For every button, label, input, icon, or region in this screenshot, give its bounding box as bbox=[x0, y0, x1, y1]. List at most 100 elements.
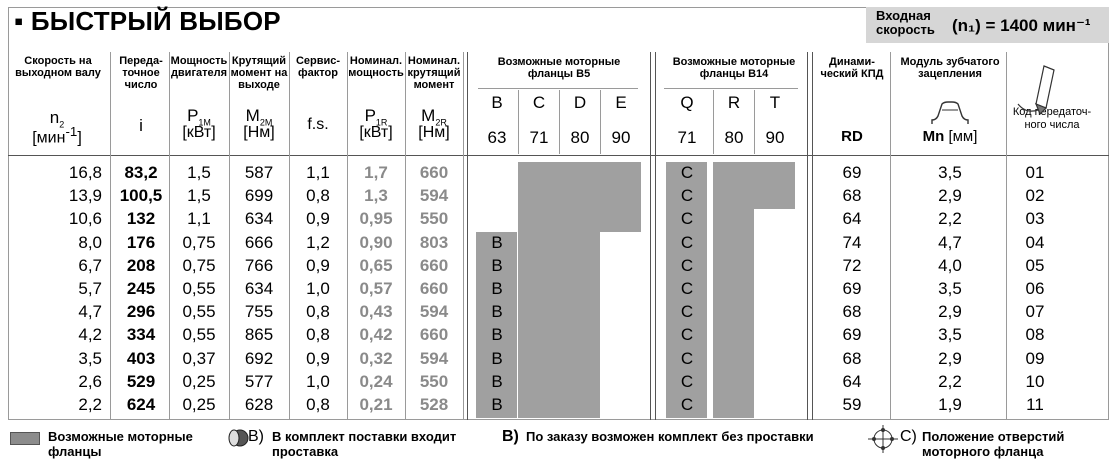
cell-fs: 0,8 bbox=[306, 302, 330, 322]
cell-fs: 1,0 bbox=[306, 371, 330, 391]
cell-code: 10 bbox=[1025, 371, 1045, 391]
table-frame bbox=[8, 7, 1109, 420]
legend-c-text: Положение отверстий моторного фланца bbox=[922, 429, 1065, 459]
cell-p1m: 1,1 bbox=[187, 209, 211, 229]
cell-p1r: 0,90 bbox=[359, 232, 393, 252]
flange-available-cell bbox=[666, 324, 707, 349]
flange-available-cell bbox=[476, 231, 517, 256]
cell-code: 05 bbox=[1025, 255, 1045, 275]
cell-p1m: 0,37 bbox=[182, 348, 216, 368]
cell-n2: 5,7 bbox=[78, 279, 102, 298]
b5-letter: B bbox=[491, 93, 503, 112]
flange-available-cell bbox=[559, 185, 600, 209]
cell-n2: 3,5 bbox=[78, 348, 102, 368]
cell-m2m: 666 bbox=[244, 232, 274, 252]
cell-p1r: 1,3 bbox=[364, 186, 388, 206]
flange-available-cell bbox=[559, 162, 600, 186]
flange-available-cell bbox=[713, 324, 754, 349]
cell-i: 403 bbox=[126, 348, 156, 368]
b5-letter: D bbox=[573, 93, 587, 112]
cell-rd: 64 bbox=[842, 209, 862, 229]
cell-code: 06 bbox=[1025, 279, 1045, 298]
flange-available-cell bbox=[713, 347, 754, 372]
header-divider bbox=[8, 155, 1109, 156]
flange-available-cell bbox=[559, 301, 600, 325]
cell-code: 09 bbox=[1025, 348, 1045, 368]
flange-available-cell bbox=[666, 301, 707, 325]
gear-tooth-icon bbox=[931, 101, 969, 124]
flange-available-cell bbox=[713, 278, 754, 302]
flange-available-cell bbox=[600, 162, 641, 186]
cell-b5-mark: B bbox=[491, 348, 503, 368]
flange-available-cell bbox=[518, 394, 559, 418]
unit-p1m: [кВт] bbox=[182, 124, 216, 141]
cell-i: 245 bbox=[126, 279, 156, 298]
cell-p1m: 0,25 bbox=[182, 371, 216, 391]
flange-available-cell bbox=[476, 370, 517, 395]
flange-available-cell bbox=[518, 185, 559, 209]
cell-p1r: 0,42 bbox=[359, 325, 393, 345]
cell-fs: 0,9 bbox=[306, 348, 330, 368]
cell-fs: 0,8 bbox=[306, 186, 330, 206]
cell-p1r: 0,32 bbox=[359, 348, 393, 368]
legend-swatch-text: Возможные моторные фланцы bbox=[48, 429, 193, 459]
flange-available-cell bbox=[476, 347, 517, 372]
cell-i: 100,5 bbox=[119, 186, 163, 206]
cell-code: 04 bbox=[1025, 232, 1045, 252]
cell-mn: 3,5 bbox=[938, 325, 962, 345]
cell-rd: 74 bbox=[842, 232, 862, 252]
cell-b14-mark: C bbox=[680, 371, 694, 391]
header-efficiency: Динами-ческий КПД bbox=[820, 56, 884, 80]
cell-m2m: 577 bbox=[244, 371, 274, 391]
flange-available-cell bbox=[713, 370, 754, 395]
flange-available-cell bbox=[713, 301, 754, 325]
cell-m2r: 528 bbox=[419, 395, 449, 414]
cell-n2: 16,8 bbox=[68, 163, 102, 182]
cell-fs: 0,9 bbox=[306, 255, 330, 275]
cell-m2r: 660 bbox=[419, 325, 449, 345]
cell-b5-mark: B bbox=[491, 279, 503, 298]
flange-available-cell bbox=[518, 162, 559, 186]
cell-fs: 1,0 bbox=[306, 279, 330, 298]
cell-m2m: 755 bbox=[244, 302, 274, 322]
cell-n2: 6,7 bbox=[78, 255, 102, 275]
cell-p1m: 0,75 bbox=[182, 255, 216, 275]
cell-p1m: 0,55 bbox=[182, 279, 216, 298]
legend-c-letter: C) bbox=[900, 428, 917, 445]
cell-b14-mark: C bbox=[680, 302, 694, 322]
legend-swatch bbox=[10, 432, 40, 445]
flange-available-cell bbox=[713, 162, 754, 186]
cell-n2: 13,9 bbox=[68, 186, 102, 206]
b5-size: 90 bbox=[611, 128, 631, 147]
cell-code: 11 bbox=[1026, 395, 1044, 414]
cell-b14-mark: C bbox=[680, 325, 694, 345]
cell-p1m: 0,75 bbox=[182, 232, 216, 252]
flange-available-cell bbox=[600, 185, 641, 209]
cell-mn: 4,7 bbox=[938, 232, 962, 252]
cell-code: 07 bbox=[1025, 302, 1045, 322]
cell-n2: 2,6 bbox=[78, 371, 102, 391]
cell-rd: 69 bbox=[842, 163, 862, 182]
pencil-icon bbox=[1017, 65, 1055, 116]
cell-b5-mark: B bbox=[491, 255, 503, 275]
spacer-icon bbox=[228, 429, 249, 447]
flange-available-cell bbox=[518, 208, 559, 233]
cell-m2r: 550 bbox=[419, 209, 449, 229]
b14-size: 90 bbox=[765, 128, 785, 147]
b14-letter: T bbox=[769, 93, 781, 112]
flange-available-cell bbox=[476, 301, 517, 325]
cell-b14-mark: C bbox=[680, 255, 694, 275]
input-speed-value: (n₁) = 1400 мин⁻¹ bbox=[952, 16, 1091, 35]
cell-mn: 4,0 bbox=[938, 255, 962, 275]
cell-b14-mark: C bbox=[680, 163, 694, 182]
flange-available-cell bbox=[476, 254, 517, 279]
symbol-n2: n2 bbox=[49, 108, 65, 130]
cell-mn: 3,5 bbox=[938, 279, 962, 298]
unit-m2m: [Нм] bbox=[243, 124, 275, 141]
b14-letter: R bbox=[727, 93, 741, 112]
cell-rd: 68 bbox=[842, 186, 862, 206]
b14-size: 80 bbox=[724, 128, 744, 147]
header-nom-power: Номинал. мощность bbox=[348, 55, 404, 79]
symbol-fs: f.s. bbox=[307, 116, 329, 133]
cell-p1r: 0,57 bbox=[359, 279, 393, 298]
